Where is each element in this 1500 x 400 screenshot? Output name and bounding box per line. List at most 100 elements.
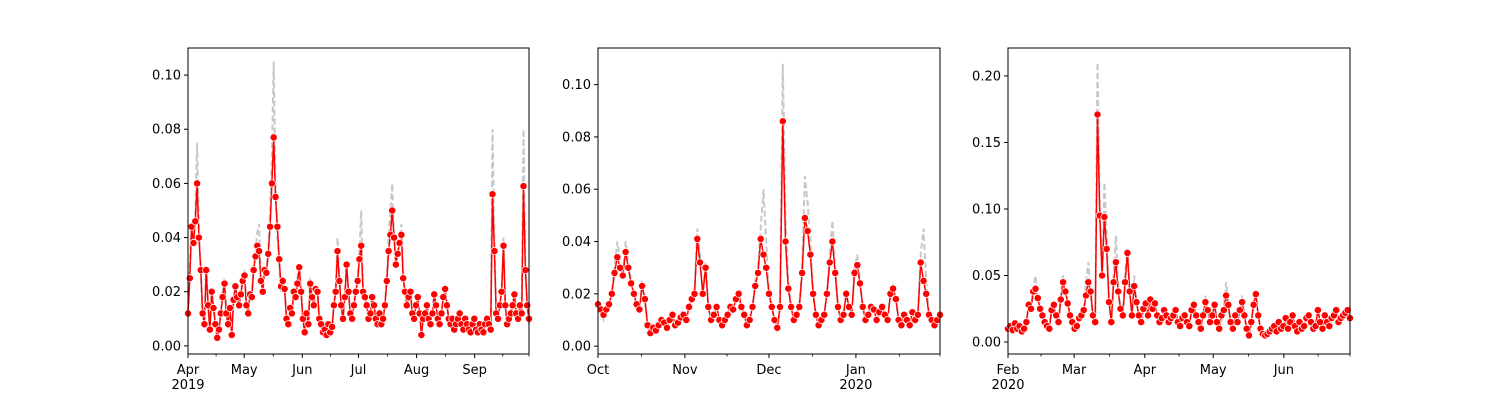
series-1-point-100 <box>366 309 375 318</box>
series-1-point-65 <box>302 309 311 318</box>
series-1-point-108 <box>380 301 389 310</box>
series-1-point-80 <box>329 301 338 310</box>
series-1-point-101 <box>368 293 377 302</box>
y-tick-label-3: 0.06 <box>152 177 181 192</box>
series-1-point-109 <box>1254 311 1263 320</box>
series-1-point-64 <box>1150 299 1159 308</box>
series-1-point-65 <box>773 323 782 332</box>
series-1-point-8 <box>198 309 207 318</box>
series-1-point-69 <box>309 301 318 310</box>
series-1-point-12 <box>205 325 214 334</box>
x-tick-label-1: May <box>231 363 258 378</box>
series-1-point-131 <box>1304 311 1313 320</box>
y-tick-label-0: 0.00 <box>152 339 181 354</box>
series-1-point-57 <box>287 309 296 318</box>
series-1-point-73 <box>1171 306 1180 315</box>
series-1-point-101 <box>872 316 881 324</box>
series-1-point-140 <box>1325 322 1334 331</box>
series-1-point-58 <box>754 268 762 277</box>
series-1-point-47 <box>269 133 278 142</box>
series-1-point-108 <box>1251 290 1260 299</box>
series-1-point-24 <box>1059 278 1068 287</box>
series-1-point-186 <box>523 301 532 310</box>
series-1-point-94 <box>853 261 862 270</box>
series-1-point-167 <box>488 190 497 199</box>
series-1-point-37 <box>696 258 704 267</box>
series-1-point-24 <box>227 331 236 339</box>
series-1-point-79 <box>811 310 820 319</box>
series-1-point-104 <box>1242 324 1251 333</box>
series-1-point-79 <box>1185 322 1194 331</box>
series-1-point-174 <box>501 301 510 310</box>
series-1-point-69 <box>784 284 793 293</box>
series-1-point-61 <box>295 263 304 272</box>
series-1-point-88 <box>1206 318 1214 327</box>
x-tick-year-label-0: 2020 <box>991 378 1024 393</box>
series-1-point-66 <box>776 302 784 311</box>
series-1-line <box>597 121 941 335</box>
series-1-point-57 <box>1134 311 1143 320</box>
series-1-point-92 <box>1215 324 1224 333</box>
series-1-point-133 <box>426 320 435 329</box>
series-1-point-124 <box>1288 311 1297 320</box>
series-1-point-170 <box>494 314 502 323</box>
series-1-point-68 <box>781 237 790 246</box>
series-1-point-137 <box>1318 324 1327 333</box>
series-1-point-31 <box>240 271 249 280</box>
series-1-point-103 <box>878 302 887 311</box>
series-1-point-6 <box>194 233 203 242</box>
series-1-point-172 <box>497 287 506 296</box>
series-1-point-15 <box>211 320 220 329</box>
series-1-point-7 <box>1020 324 1029 333</box>
series-1-point-131 <box>422 301 431 310</box>
series-1-point-98 <box>362 301 371 310</box>
series-1-point-110 <box>897 321 906 330</box>
series-1-point-122 <box>1284 324 1292 333</box>
series-1-point-87 <box>834 302 842 311</box>
series-1-point-11 <box>624 263 633 272</box>
series-1-point-118 <box>919 276 928 285</box>
series-1-point-91 <box>1212 318 1221 327</box>
series-1-point-108 <box>891 295 900 304</box>
series-1-point-61 <box>762 263 771 272</box>
series-1-point-86 <box>1201 298 1210 307</box>
series-1-point-50 <box>1118 311 1127 320</box>
series-1-point-7 <box>613 253 622 262</box>
series-1-point-117 <box>397 230 406 239</box>
x-tick-label-0: Feb <box>996 363 1019 378</box>
series-1-point-23 <box>225 304 234 312</box>
series-1-point-55 <box>1130 282 1139 291</box>
series-1-point-53 <box>1125 287 1134 296</box>
series-1-point-59 <box>291 293 300 302</box>
series-1-point-68 <box>308 293 316 302</box>
series-1-point-33 <box>1079 306 1088 315</box>
series-1-point-8 <box>1022 318 1031 327</box>
series-1-point-116 <box>913 310 922 319</box>
series-1-point-135 <box>1313 306 1322 315</box>
y-tick-label-0: 0.00 <box>562 340 591 355</box>
series-1-point-107 <box>1249 300 1258 309</box>
series-1-point-100 <box>1233 318 1242 327</box>
series-1-point-97 <box>360 293 369 302</box>
series-1-point-14 <box>1036 304 1045 313</box>
series-1-point-39 <box>701 263 710 272</box>
series-1-point-183 <box>517 309 526 318</box>
series-1-point-178 <box>508 301 517 310</box>
series-1-point-143 <box>1332 306 1341 315</box>
series-1-point-82 <box>333 247 342 256</box>
series-1-point-47 <box>1111 258 1120 267</box>
series-1-point-49 <box>273 222 282 231</box>
series-1-point-45 <box>266 222 275 231</box>
series-1-point-168 <box>490 247 499 256</box>
series-1-point-120 <box>402 301 411 310</box>
series-1-point-101 <box>1235 306 1244 315</box>
series-1-point-36 <box>1086 287 1095 296</box>
series-1-point-43 <box>1102 244 1111 253</box>
series-1-point-96 <box>1224 300 1233 309</box>
series-1-point-105 <box>375 309 384 318</box>
series-1-point-64 <box>770 316 779 324</box>
series-1-point-166 <box>486 325 495 334</box>
series-1-point-84 <box>1196 324 1205 333</box>
series-1-point-142 <box>442 301 451 310</box>
